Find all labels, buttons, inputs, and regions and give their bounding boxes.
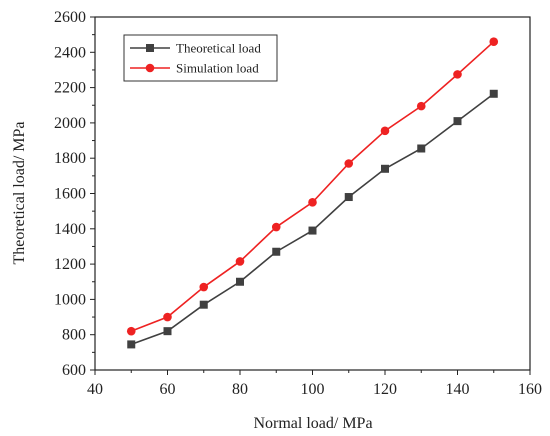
data-point-circle	[453, 70, 462, 79]
axes	[90, 16, 531, 375]
data-point-square	[308, 226, 317, 235]
data-point-square	[489, 89, 498, 98]
series-layer	[126, 37, 499, 349]
legend-item-1: Theoretical load	[130, 41, 261, 56]
x-tick-labels: 40 60 80 100 120 140 160	[87, 381, 542, 398]
data-point-square	[199, 300, 208, 309]
y-tick-label: 2400	[54, 44, 86, 61]
data-point-square	[127, 340, 136, 349]
series-line	[130, 93, 495, 346]
data-point-square	[272, 247, 281, 256]
x-axis-title: Normal load/ MPa	[253, 415, 372, 432]
y-axis-title: Theoretical load/ MPa	[11, 121, 28, 264]
data-point-circle	[235, 257, 245, 266]
y-tick-label: 600	[62, 362, 86, 379]
x-tick-label: 80	[232, 381, 248, 398]
data-point-circle	[380, 126, 390, 136]
legend-label: Simulation load	[176, 61, 259, 76]
legend-item-2: Simulation load	[130, 61, 259, 76]
data-point-square	[381, 164, 389, 173]
data-point-circle	[271, 222, 281, 232]
legend-label: Theoretical load	[176, 41, 261, 56]
data-point-square	[163, 327, 172, 336]
series-2	[126, 37, 499, 336]
data-point-circle	[308, 198, 317, 207]
data-point-square	[453, 117, 462, 126]
data-point-circle	[163, 312, 172, 322]
x-tick-label: 140	[446, 381, 470, 398]
data-point-square	[236, 277, 244, 286]
series-line	[130, 41, 495, 332]
legend-box	[123, 34, 278, 82]
series-1	[127, 89, 498, 349]
data-point-square	[344, 193, 353, 202]
y-tick-label: 2200	[54, 80, 86, 97]
x-tick-label: 120	[373, 381, 397, 398]
legend-marker-circle	[145, 63, 155, 73]
y-tick-label: 1600	[54, 186, 86, 203]
data-point-circle	[199, 282, 209, 292]
y-tick-label: 800	[62, 327, 86, 344]
data-point-circle	[489, 37, 499, 47]
x-tick-label: 40	[87, 381, 103, 398]
y-tick-label: 1400	[54, 221, 86, 238]
data-point-circle	[344, 159, 354, 168]
data-point-square	[417, 144, 426, 153]
y-tick-label: 1200	[54, 256, 86, 273]
y-tick-labels: 600 800 1000 1200 1400 1600 1800 2000 2200 2400 26…	[54, 9, 86, 379]
legend: Theoretical load Simulation load	[123, 34, 278, 82]
data-point-circle	[126, 326, 136, 336]
y-tick-label: 1000	[54, 291, 86, 308]
x-tick-label: 60	[160, 381, 176, 398]
data-point-circle	[416, 101, 426, 111]
y-tick-label: 2600	[54, 9, 86, 26]
x-tick-label: 160	[518, 381, 542, 398]
y-tick-label: 2000	[54, 115, 86, 132]
legend-marker-square	[146, 44, 154, 52]
x-tick-label: 100	[301, 381, 325, 398]
y-tick-label: 1800	[54, 150, 86, 167]
